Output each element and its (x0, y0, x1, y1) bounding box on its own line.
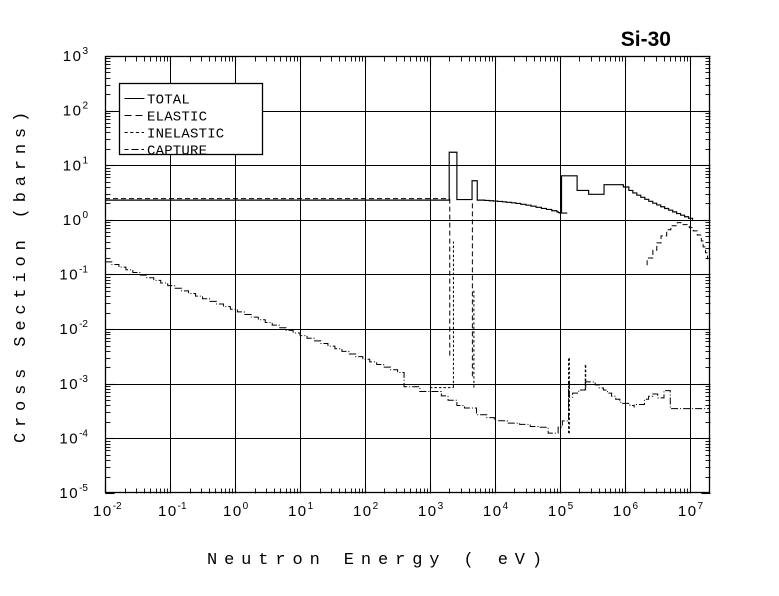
svg-text:INELASTIC: INELASTIC (147, 127, 224, 143)
svg-text:CAPTURE: CAPTURE (147, 144, 207, 160)
svg-text:TOTAL: TOTAL (147, 93, 190, 109)
svg-text:Cross Section (barns): Cross Section (barns) (12, 106, 31, 443)
svg-text:Neutron Energy ( eV): Neutron Energy ( eV) (207, 551, 549, 570)
svg-text:ELASTIC: ELASTIC (147, 110, 207, 126)
svg-text:Si-30: Si-30 (621, 28, 671, 51)
